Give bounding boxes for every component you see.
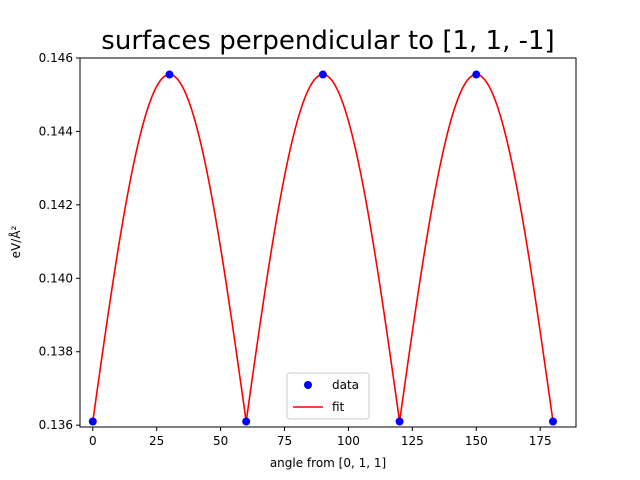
data-point — [165, 70, 174, 79]
fit-line — [91, 73, 554, 422]
data-point — [548, 417, 557, 426]
y-axis: 0.136 0.138 0.140 0.142 0.144 0.146 — [39, 51, 80, 432]
y-tick-label: 0.136 — [39, 418, 73, 432]
data-point — [472, 70, 481, 79]
y-axis-label: eV/Å² — [8, 225, 23, 258]
x-tick-label: 175 — [529, 434, 552, 448]
x-tick-label: 0 — [89, 434, 97, 448]
legend-marker-data — [304, 381, 312, 389]
y-tick-label: 0.138 — [39, 345, 73, 359]
y-tick-label: 0.142 — [39, 198, 73, 212]
x-tick-label: 100 — [337, 434, 360, 448]
x-tick-label: 50 — [213, 434, 228, 448]
x-tick-label: 125 — [401, 434, 424, 448]
chart-title: surfaces perpendicular to [1, 1, -1] — [101, 26, 554, 56]
data-point — [395, 417, 404, 426]
data-point — [88, 417, 97, 426]
x-axis: 0 25 50 75 100 125 150 175 — [89, 427, 552, 448]
legend-label-data: data — [332, 378, 359, 392]
x-tick-label: 75 — [277, 434, 292, 448]
x-tick-label: 25 — [149, 434, 164, 448]
plot-area — [88, 70, 557, 426]
data-point — [318, 70, 327, 79]
x-tick-label: 150 — [465, 434, 488, 448]
x-axis-label: angle from [0, 1, 1] — [270, 456, 386, 470]
y-tick-label: 0.140 — [39, 271, 73, 285]
plot-frame — [79, 57, 577, 428]
y-tick-label: 0.144 — [39, 124, 73, 138]
legend: data fit — [286, 372, 370, 420]
y-tick-label: 0.146 — [39, 51, 73, 65]
legend-label-fit: fit — [332, 400, 345, 414]
data-point — [242, 417, 251, 426]
